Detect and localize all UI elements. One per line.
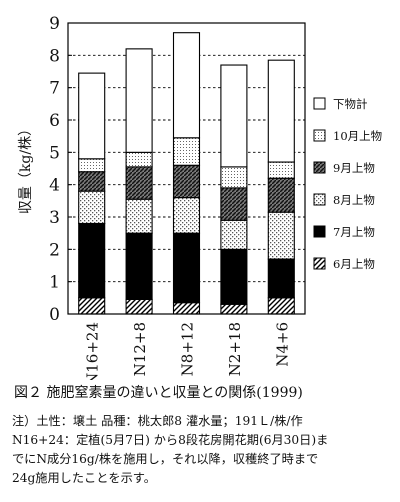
axes: 0 1 2 3 4 5 6 7 8 9 N16+24 N12+8 N8+12 N2+18 N4+6 <box>49 14 306 380</box>
bar-segment <box>125 48 153 153</box>
y-tick-label: 2 <box>49 240 60 260</box>
y-tick-label: 6 <box>49 111 60 131</box>
bar-segment <box>125 232 153 301</box>
bar-segment <box>220 187 248 221</box>
bar-segment <box>267 258 295 299</box>
bar-segment <box>220 166 248 189</box>
bar-segment <box>267 161 295 179</box>
x-tick-label: N8+12 <box>179 322 197 376</box>
yield-chart: 0 1 2 3 4 5 6 7 8 9 N16+24 N12+8 N8+12 N2+18 N4+6 下物計 1… <box>18 14 382 380</box>
bar-segment <box>78 171 106 192</box>
bar-segment <box>125 166 153 200</box>
y-tick-label: 3 <box>49 208 60 228</box>
legend: 下物計 10月上物 9月上物 8月上物 7月上物 6月上物 <box>313 97 382 271</box>
bar-segment <box>172 164 201 199</box>
x-tick-label: N4+6 <box>273 322 291 367</box>
bar-segment <box>220 303 248 315</box>
legend-label: 8月上物 <box>333 193 375 207</box>
y-tick-label: 1 <box>49 273 60 293</box>
bar-segment <box>172 137 201 166</box>
bar-segment <box>125 198 153 234</box>
x-tick-label: N12+8 <box>131 322 149 376</box>
note-line: でにN成分16g/株を施用し，それ以降，収穫終了時まで <box>12 452 319 466</box>
figure-caption: 図２ 施肥窒素量の違いと収量との関係(1999) <box>14 385 303 401</box>
bar-segment <box>267 177 295 213</box>
grid-lines <box>68 54 305 283</box>
note-line: 24g施用したことを示す。 <box>12 471 156 485</box>
y-tick-label: 5 <box>49 143 60 163</box>
bar-segment <box>125 298 153 315</box>
legend-swatch <box>313 129 326 142</box>
bar-segment <box>220 248 248 305</box>
bar-segment <box>220 219 248 250</box>
note-line: 注）土性：壌土 品種：桃太郎8 灌水量；191Ｌ/株/作 <box>12 414 303 428</box>
legend-swatch <box>313 161 326 174</box>
bar-segment <box>78 190 106 225</box>
legend-swatch <box>313 225 326 238</box>
y-tick-label: 9 <box>49 14 60 34</box>
bar-segment <box>78 297 106 315</box>
y-tick-label: 0 <box>49 305 60 325</box>
x-tick-label: N2+18 <box>226 322 244 376</box>
bar-segment <box>125 151 153 168</box>
bar-segment <box>267 59 295 163</box>
note-line: N16+24：定植(5月7日) から8段花房開花期(6月30日)ま <box>12 433 329 447</box>
bar-segment <box>172 232 201 304</box>
y-tick-label: 4 <box>49 176 60 196</box>
y-tick-label: 8 <box>49 46 60 66</box>
x-tick-label: N16+24 <box>84 322 102 380</box>
legend-swatch <box>313 257 326 270</box>
plot-frame <box>67 22 306 315</box>
bar-segment <box>78 222 106 299</box>
legend-swatch <box>313 97 326 110</box>
legend-label: 下物計 <box>333 97 368 111</box>
legend-label: 9月上物 <box>333 161 375 175</box>
legend-label: 7月上物 <box>333 225 375 239</box>
bar-segment <box>78 158 106 173</box>
bar-segment <box>172 302 201 315</box>
legend-label: 6月上物 <box>333 257 375 271</box>
y-axis-label: 収量（kg/株） <box>18 122 34 214</box>
bar-segment <box>78 72 106 160</box>
bar-segment <box>220 64 248 168</box>
figure-notes: 注）土性：壌土 品種：桃太郎8 灌水量；191Ｌ/株/作 N16+24：定植(5… <box>12 412 328 488</box>
legend-swatch <box>313 193 326 206</box>
bar-segment <box>172 197 201 234</box>
legend-label: 10月上物 <box>333 129 382 143</box>
bar-segment <box>267 297 295 315</box>
bar-segment <box>172 32 201 139</box>
bar-segment <box>267 211 295 260</box>
bars <box>78 32 295 315</box>
y-tick-label: 7 <box>49 79 60 99</box>
